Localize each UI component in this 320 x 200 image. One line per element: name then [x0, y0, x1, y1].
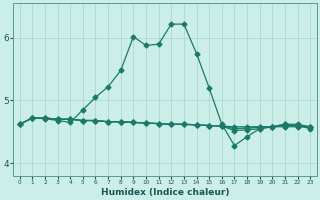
X-axis label: Humidex (Indice chaleur): Humidex (Indice chaleur): [101, 188, 229, 197]
